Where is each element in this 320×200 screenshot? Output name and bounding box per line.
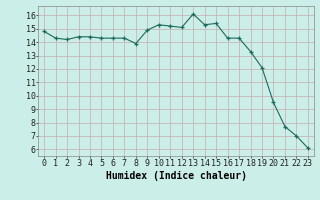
X-axis label: Humidex (Indice chaleur): Humidex (Indice chaleur): [106, 171, 246, 181]
